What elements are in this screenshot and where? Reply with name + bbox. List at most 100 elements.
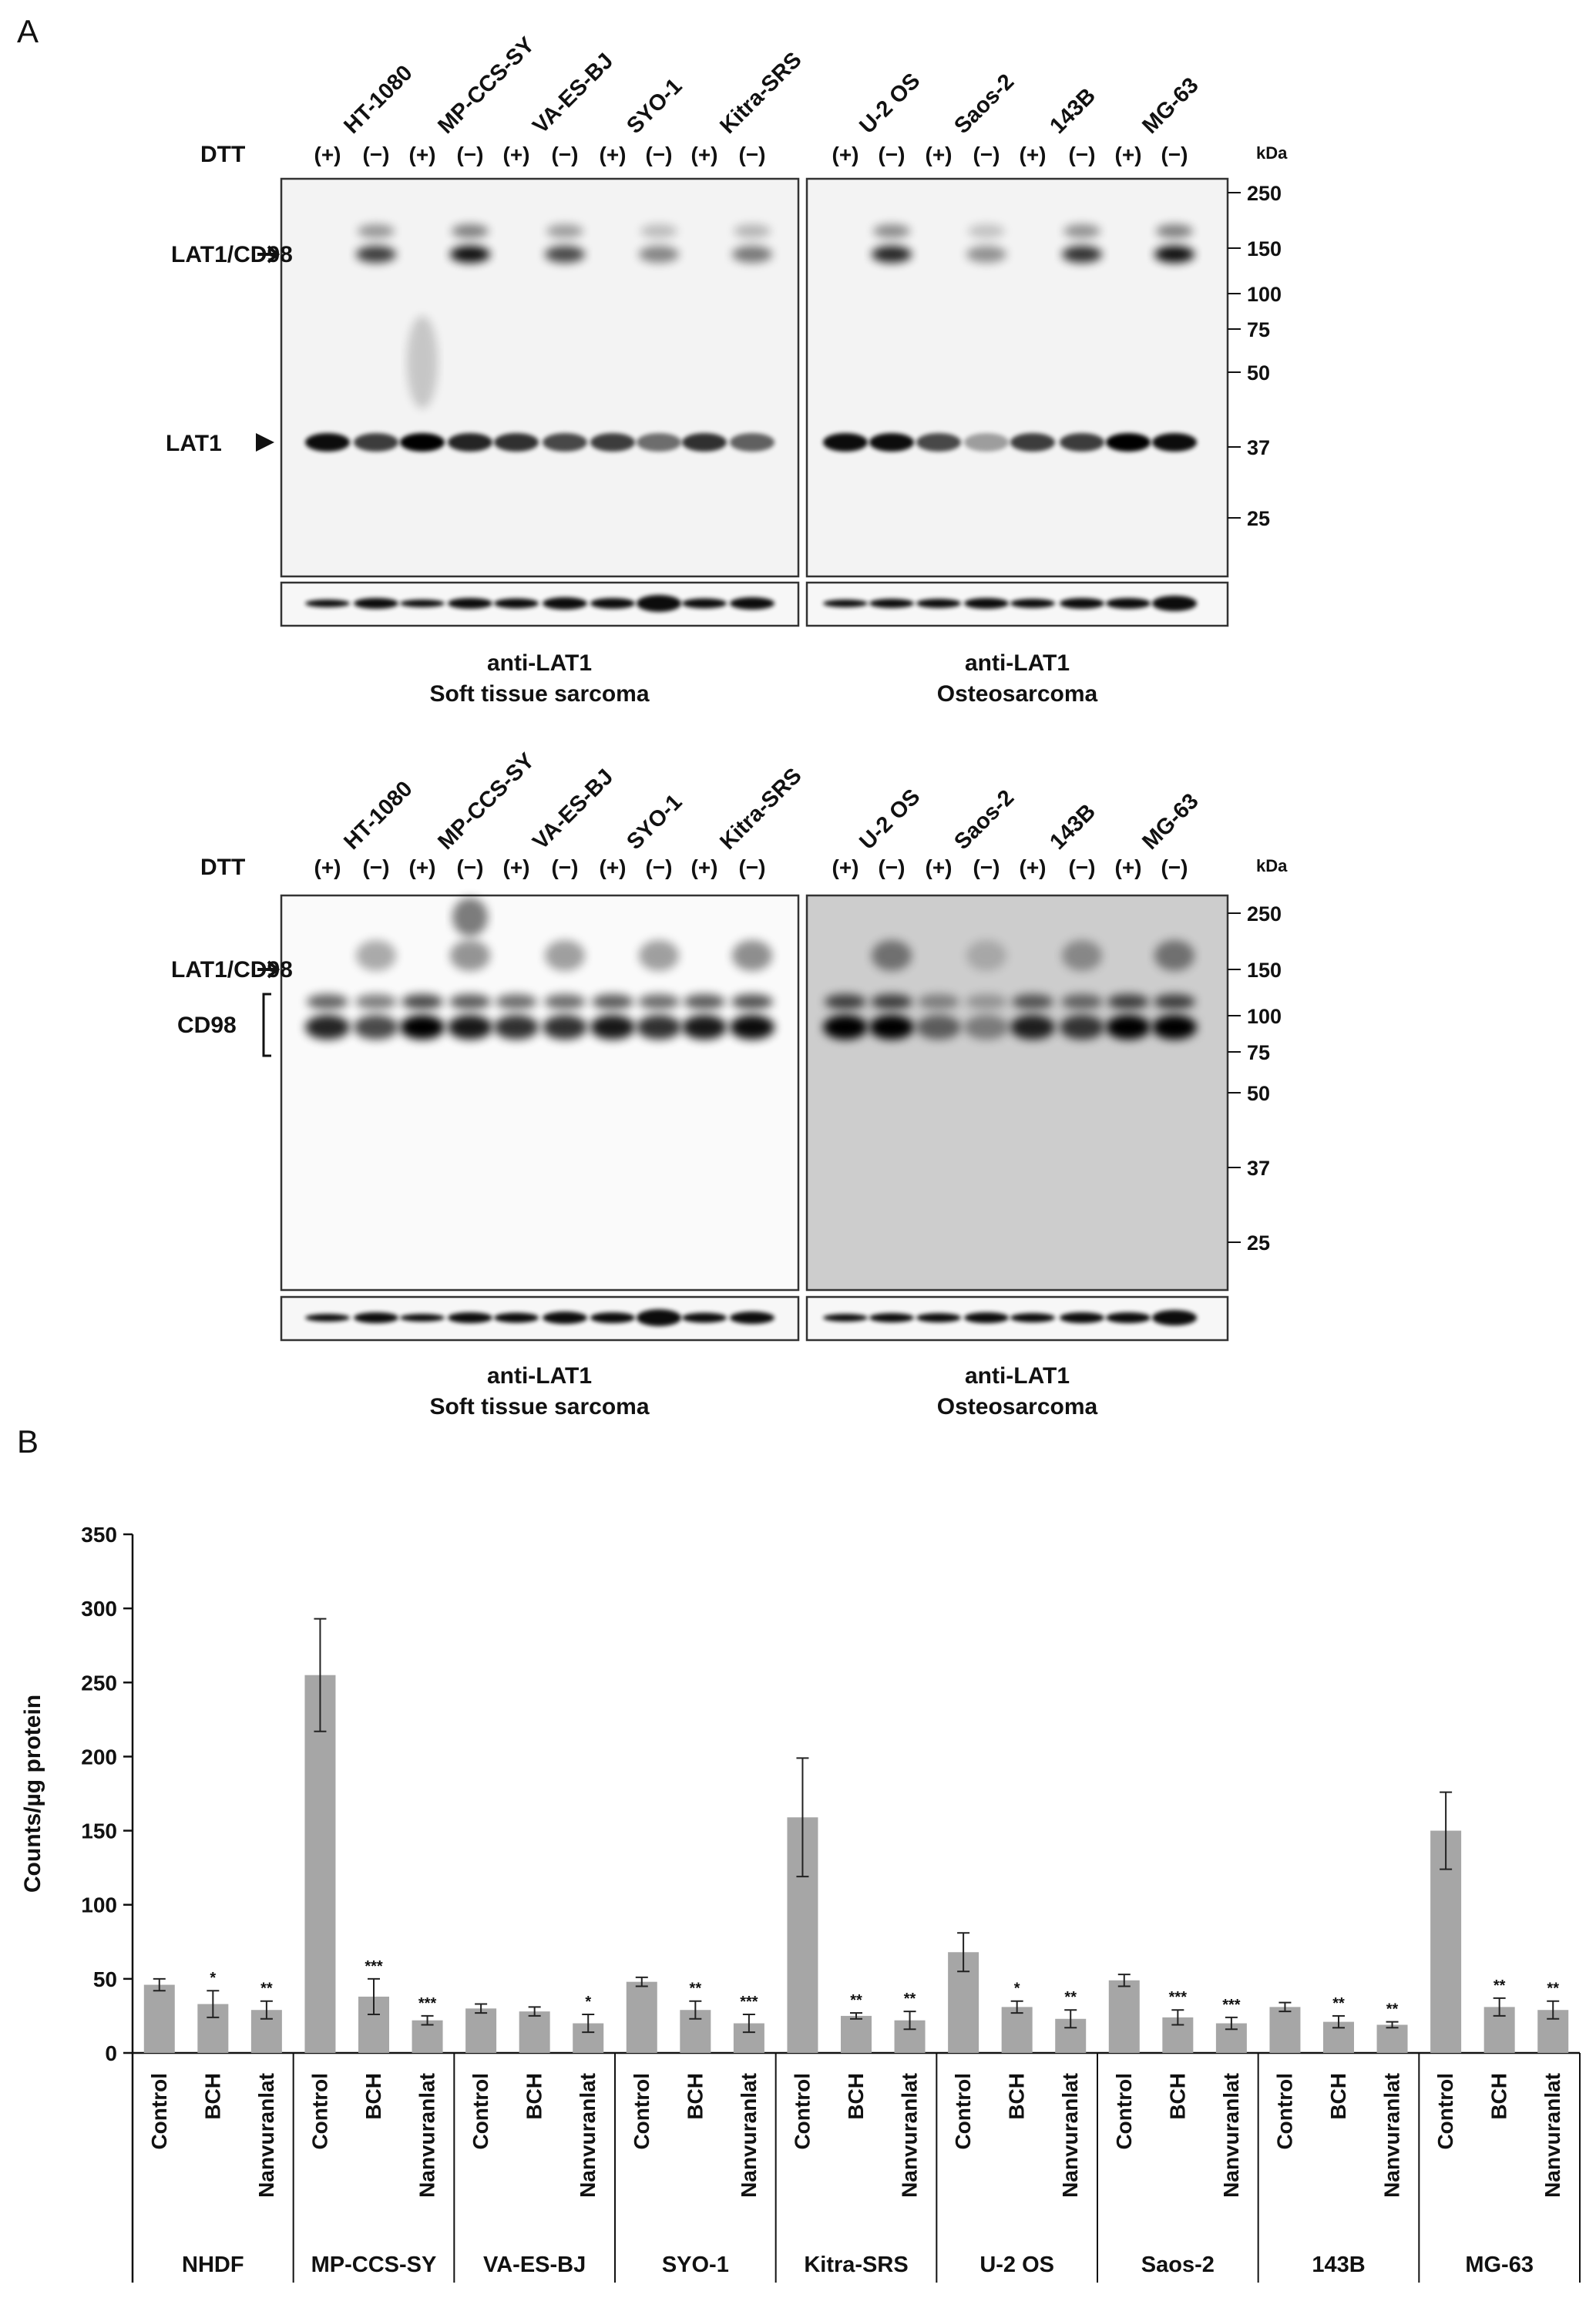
bar-143b-control	[1269, 2007, 1301, 2053]
blot2-actin-band	[1106, 1312, 1151, 1323]
blot2-caption-antibody-osteo: anti-LAT1	[965, 1363, 1070, 1389]
blot2-label-cd98: CD98	[177, 1013, 237, 1038]
blot2-dtt-state: (+)	[503, 855, 530, 879]
blot1-dtt-state: (+)	[503, 143, 530, 166]
blot2-band-lat1-cd98	[1062, 940, 1102, 971]
blot2-actin-band	[1060, 1312, 1104, 1323]
blot2-dtt-state: (+)	[409, 855, 436, 879]
blot1-cell-line-va-es-bj: VA-ES-BJ	[528, 49, 618, 139]
x-label-group-kitra-srs: Kitra-SRS	[804, 2253, 908, 2277]
blot1-frame-soft	[280, 177, 800, 578]
blot1-kda-label: kDa	[1256, 143, 1288, 163]
blot1-marker-25: 25	[1247, 507, 1270, 530]
blot1-cell-line-syo-1: SYO-1	[622, 74, 687, 139]
blot2-band-cd98-upper	[449, 994, 491, 1010]
blot1-band-lat1	[1060, 433, 1104, 452]
bar-va-es-bj-control	[465, 2008, 497, 2053]
blot1-band-lat1-cd98	[872, 246, 912, 263]
blot2-band-cd98	[354, 1015, 398, 1040]
blot1-actin-band	[1152, 596, 1197, 611]
blot1-marker-100: 100	[1247, 283, 1282, 306]
x-label-treatment: Nanvuranlat	[1219, 2073, 1243, 2198]
blot2-band-cd98	[1060, 1015, 1104, 1040]
significance-mark: ***	[1169, 1989, 1188, 2006]
blot2-dtt-label: DTT	[200, 855, 245, 880]
blot2-cell-line-u-2-os: U-2 OS	[855, 784, 925, 855]
blot1-caption-antibody-osteo: anti-LAT1	[965, 650, 1070, 676]
blot2-band-cd98	[637, 1015, 681, 1040]
blot2-band-cd98-upper	[592, 994, 633, 1010]
x-label-group-va-es-bj: VA-ES-BJ	[483, 2253, 586, 2277]
x-label-treatment: BCH	[844, 2073, 868, 2120]
blot1-band-lat1-cd98	[639, 246, 679, 263]
blot2-actin-band	[869, 1313, 914, 1322]
blot2-actin-band	[730, 1312, 774, 1324]
blot2-band-cd98-upper	[1154, 994, 1195, 1010]
blot2-cell-line-143b: 143B	[1045, 799, 1100, 855]
panel-b-label: B	[17, 1423, 39, 1460]
blot1-caption-antibody-soft: anti-LAT1	[487, 650, 592, 676]
blot2-kda-label: kDa	[1256, 856, 1288, 875]
x-label-group-saos-2: Saos-2	[1141, 2253, 1215, 2277]
blot2-cell-line-syo-1: SYO-1	[622, 790, 687, 855]
blot1-band-lat1-cd98-upper	[734, 224, 771, 238]
panel-a-label: A	[17, 13, 39, 49]
blot2-band-cd98-upper	[825, 994, 866, 1010]
blot2-marker-100: 100	[1247, 1005, 1282, 1028]
blot2-band-cd98	[916, 1015, 961, 1040]
x-label-treatment: BCH	[1165, 2073, 1189, 2120]
blot1-dtt-state: (+)	[691, 143, 718, 166]
blot1-band-lat1-cd98	[450, 246, 490, 263]
blot1-band-lat1	[682, 433, 727, 452]
blot1-band-lat1	[400, 433, 445, 452]
significance-mark: **	[1332, 1995, 1345, 2012]
blot2-band-cd98	[964, 1015, 1009, 1040]
blot2-actin-band	[1010, 1313, 1055, 1322]
blot2-actin-band	[682, 1312, 727, 1323]
blot1-arrow-lat1-cd98	[257, 245, 281, 264]
significance-mark: **	[260, 1981, 273, 1997]
blot2-actin-band	[448, 1312, 492, 1323]
blot1-label-lat1: LAT1	[166, 431, 222, 456]
blot1-band-lat1	[543, 433, 587, 452]
blot2-dtt-state: (+)	[832, 855, 859, 879]
blot1-actin-band	[305, 600, 350, 607]
blot1-actin-band	[400, 600, 445, 607]
blot2-band-lat1-cd98	[450, 940, 490, 971]
x-label-treatment: Control	[630, 2073, 654, 2150]
blot1-dtt-label: DTT	[200, 142, 245, 167]
bar-u-2-os-bch	[1001, 2007, 1033, 2053]
blot2-marker-150: 150	[1247, 959, 1282, 982]
blot1-dtt-state: (−)	[879, 143, 906, 166]
blot2-actin-band	[823, 1314, 868, 1322]
significance-mark: ***	[740, 1994, 758, 2011]
blot1-dtt-state: (+)	[926, 143, 953, 166]
blot1-band-lat1	[1010, 433, 1055, 452]
blot2-marker-50: 50	[1247, 1082, 1270, 1105]
blot1-dtt-state: (−)	[1069, 143, 1096, 166]
y-tick-label: 150	[81, 1819, 117, 1843]
blot2-marker-75: 75	[1247, 1041, 1270, 1064]
blot1-dtt-state: (−)	[973, 143, 1000, 166]
x-label-group-mp-ccs-sy: MP-CCS-SY	[311, 2253, 437, 2277]
blot1-band-lat1-cd98	[732, 246, 772, 263]
y-tick-label: 300	[81, 1597, 117, 1621]
bar-nhdf-control	[143, 1984, 175, 2053]
bar-kitra-srs-bch	[841, 2015, 872, 2053]
blot1-band-lat1	[494, 433, 539, 452]
blot1-band-lat1-cd98	[966, 246, 1006, 263]
blot1-band-lat1-cd98	[356, 246, 396, 263]
significance-mark: *	[210, 1970, 216, 1987]
y-tick-label: 0	[105, 2041, 117, 2065]
x-label-treatment: Control	[790, 2073, 814, 2150]
blot2-band-cd98-upper	[966, 994, 1007, 1010]
blot2-cell-line-va-es-bj: VA-ES-BJ	[528, 764, 618, 855]
blot2-arrow-lat1-cd98	[257, 960, 281, 979]
blot1-marker-75: 75	[1247, 318, 1270, 341]
blot1-dtt-state: (−)	[457, 143, 484, 166]
y-axis-title: Counts/µg protein	[20, 1695, 45, 1893]
blot1-cell-line-ht-1080: HT-1080	[339, 61, 417, 139]
blot1-marker-50: 50	[1247, 361, 1270, 385]
blot1-dtt-state: (+)	[314, 143, 341, 166]
blot1-dtt-state: (−)	[552, 143, 579, 166]
